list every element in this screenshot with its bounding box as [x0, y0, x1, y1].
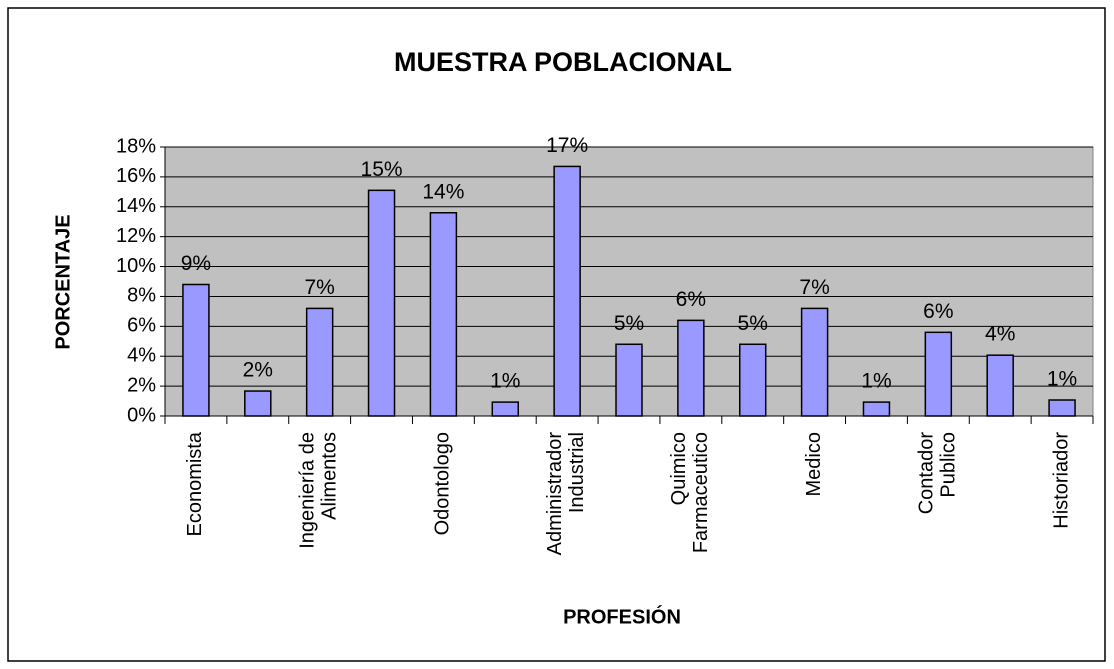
bar — [367, 189, 396, 417]
y-tick-label: 2% — [127, 374, 156, 396]
bar — [1048, 399, 1076, 417]
x-tick-label: Medico — [803, 432, 825, 496]
value-label: 7% — [799, 276, 829, 299]
value-label: 1% — [861, 370, 891, 393]
x-tick-label: QuimicoFarmaceutico — [668, 432, 712, 553]
value-label: 7% — [304, 276, 334, 299]
bar — [800, 307, 829, 417]
value-label: 6% — [923, 300, 953, 323]
bar — [491, 401, 520, 417]
bar — [738, 343, 767, 417]
bar — [677, 319, 705, 417]
bar — [244, 390, 272, 417]
value-label: 2% — [243, 359, 273, 382]
x-tick-label: Historiador — [1050, 432, 1072, 529]
bar — [553, 165, 581, 417]
value-label: 14% — [422, 180, 464, 203]
x-tick-label: Ingeniería deAlimentos — [297, 432, 341, 549]
bar — [862, 401, 891, 417]
chart-title: MUESTRA POBLACIONAL — [394, 47, 732, 77]
y-axis-label: PORCENTAJE — [52, 214, 74, 349]
y-tick-label: 8% — [127, 285, 156, 307]
value-label: 17% — [546, 134, 588, 157]
x-tick-label: Economista — [184, 431, 206, 536]
value-label: 15% — [361, 158, 403, 181]
x-tick-label: Odontologo — [432, 432, 454, 535]
value-label: 1% — [490, 370, 520, 393]
x-axis-label: PROFESIÓN — [563, 604, 681, 628]
bar — [182, 283, 210, 417]
x-tick-label: ContadorPublico — [916, 432, 960, 515]
value-label: 6% — [676, 288, 706, 311]
y-tick-label: 6% — [127, 315, 156, 337]
y-tick-label: 16% — [116, 165, 156, 187]
bar — [429, 212, 458, 417]
y-tick-label: 10% — [116, 255, 156, 277]
y-tick-label: 12% — [116, 225, 156, 247]
bar — [615, 343, 643, 417]
bar — [986, 354, 1014, 417]
value-label: 1% — [1047, 368, 1077, 391]
y-tick-label: 4% — [127, 345, 156, 367]
value-label: 9% — [181, 252, 211, 275]
value-label: 4% — [985, 323, 1015, 346]
bar — [924, 331, 953, 417]
y-tick-label: 0% — [127, 404, 156, 426]
value-label: 5% — [738, 312, 768, 335]
x-tick-label: AdministradorIndustrial — [544, 432, 588, 556]
bar — [305, 307, 334, 417]
value-label: 5% — [614, 312, 644, 335]
y-tick-label: 14% — [116, 195, 156, 217]
y-tick-label: 18% — [116, 135, 156, 157]
